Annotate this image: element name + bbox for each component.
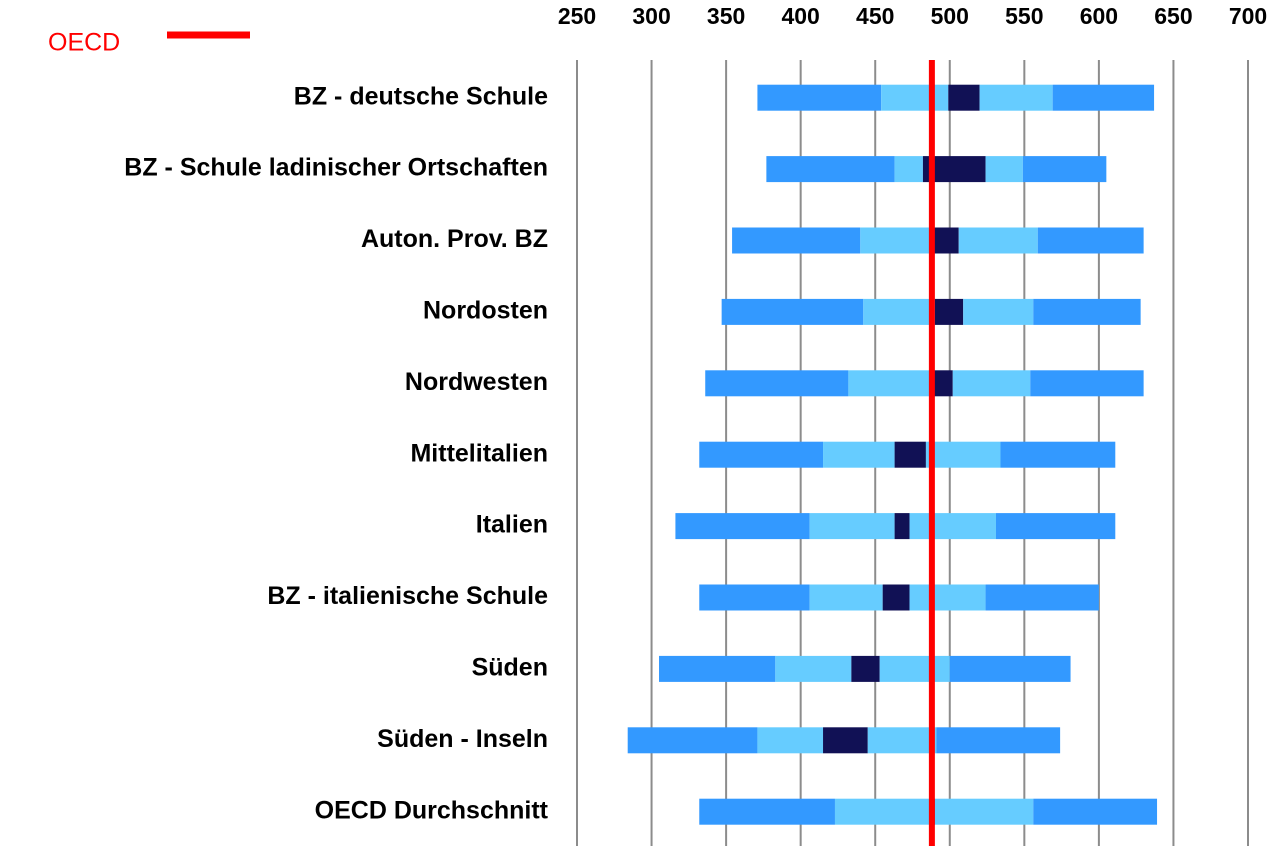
x-tick-label: 700 xyxy=(1229,3,1267,29)
bar-offset xyxy=(577,85,757,111)
bar-segment xyxy=(952,370,1031,397)
x-tick-label: 250 xyxy=(558,3,596,29)
bar-segment xyxy=(732,227,861,254)
x-tick-label: 500 xyxy=(931,3,969,29)
bar-segment xyxy=(894,156,923,183)
x-tick-label: 450 xyxy=(856,3,894,29)
bar-segment xyxy=(860,227,931,254)
bar-segment xyxy=(1033,798,1158,825)
bar-segment xyxy=(851,655,880,682)
category-label: Süden - Inseln xyxy=(377,725,548,753)
bar-segment xyxy=(894,441,926,468)
category-label: BZ - deutsche Schule xyxy=(294,82,548,110)
bar-segment xyxy=(823,441,895,468)
category-label: Auton. Prov. BZ xyxy=(361,225,548,253)
bar-segment xyxy=(848,370,931,397)
category-label: Mittelitalien xyxy=(410,439,548,467)
bar-segment xyxy=(934,298,964,325)
bar-segment xyxy=(627,727,758,754)
x-tick-label: 600 xyxy=(1080,3,1118,29)
bar-segment xyxy=(1030,370,1144,397)
bar-segment xyxy=(963,298,1034,325)
category-label: Nordwesten xyxy=(405,368,548,396)
bar-segment xyxy=(909,513,997,540)
bar-offset xyxy=(577,799,699,825)
x-tick-label: 350 xyxy=(707,3,745,29)
category-label: Süden xyxy=(472,654,548,682)
bar-segment xyxy=(948,84,980,111)
bar-segment xyxy=(757,84,882,111)
bar-segment xyxy=(1037,227,1144,254)
bar-segment xyxy=(659,655,776,682)
bar-segment xyxy=(881,84,949,111)
bar-segment xyxy=(958,227,1038,254)
bar-segment xyxy=(809,513,895,540)
bar-segment xyxy=(930,370,953,397)
bar-segment xyxy=(936,727,1061,754)
bar-segment xyxy=(879,655,950,682)
bar-offset xyxy=(577,442,699,468)
bar-offset xyxy=(577,228,732,254)
category-label: Nordosten xyxy=(423,297,548,325)
bar-segment xyxy=(894,513,910,540)
bar-segment xyxy=(823,727,868,754)
x-tick-label: 650 xyxy=(1154,3,1192,29)
bar-offset xyxy=(577,299,722,325)
bar-segment xyxy=(775,655,852,682)
bar-segment xyxy=(979,84,1053,111)
bar-offset xyxy=(577,370,705,396)
x-tick-label: 550 xyxy=(1005,3,1043,29)
bar-segment xyxy=(675,513,810,540)
bar-segment xyxy=(757,727,824,754)
bar-offset xyxy=(577,727,628,753)
x-tick-label: 400 xyxy=(781,3,819,29)
bar-segment xyxy=(705,370,849,397)
bar-segment xyxy=(934,798,1034,825)
category-label: BZ - Schule ladinischer Ortschaften xyxy=(124,154,548,182)
bar-segment xyxy=(721,298,864,325)
bar-segment xyxy=(699,798,835,825)
bar-segment xyxy=(809,584,883,611)
bar-segment xyxy=(699,584,810,611)
bar-segment xyxy=(985,584,1099,611)
bar-segment xyxy=(925,441,1001,468)
bar-segment xyxy=(996,513,1116,540)
legend-label: OECD xyxy=(48,29,120,57)
bar-segment xyxy=(863,298,935,325)
bar-segment xyxy=(867,727,937,754)
bar-segment xyxy=(985,156,1023,183)
x-tick-label: 300 xyxy=(632,3,670,29)
bar-segment xyxy=(1000,441,1116,468)
bar-segment xyxy=(766,156,895,183)
bar-segment xyxy=(1052,84,1155,111)
bar-offset xyxy=(577,156,766,182)
bar-segment xyxy=(930,227,959,254)
bar-segment xyxy=(882,584,910,611)
category-label: BZ - italienische Schule xyxy=(267,582,548,610)
category-label: OECD Durchschnitt xyxy=(315,796,549,824)
category-label: Italien xyxy=(476,511,548,539)
bar-segment xyxy=(1033,298,1141,325)
bar-offset xyxy=(577,656,659,682)
bar-segment xyxy=(1022,156,1107,183)
bar-segment xyxy=(834,798,931,825)
bar-segment xyxy=(949,655,1071,682)
bar-offset xyxy=(577,513,675,539)
bar-segment xyxy=(909,584,986,611)
bar-segment xyxy=(699,441,824,468)
bar-offset xyxy=(577,585,699,611)
